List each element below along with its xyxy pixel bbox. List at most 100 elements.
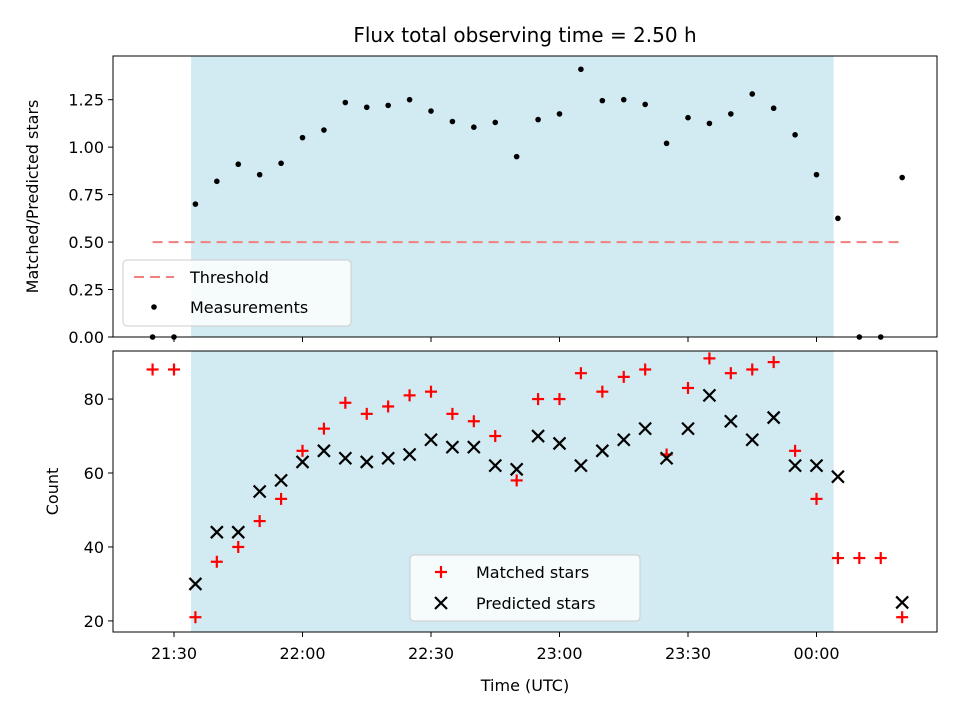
top-ytick-label: 0.25 (68, 281, 104, 300)
predicted-star-marker (424, 432, 438, 447)
x-axis-label: Time (UTC) (480, 676, 569, 695)
matched-star-marker (789, 444, 802, 457)
bottom-y-axis-label: Count (43, 468, 62, 516)
bottom-x-ticks: 21:30 22:00 22:30 23:00 23:30 00:00 (151, 632, 840, 663)
predicted-star-marker (788, 458, 802, 473)
predicted-star-marker (681, 421, 695, 436)
measurement-point (706, 120, 713, 127)
measurement-point (599, 97, 606, 104)
bottom-legend-box (409, 554, 641, 622)
measurement-point (214, 178, 220, 185)
matched-star-marker (831, 552, 844, 565)
matched-star-marker (767, 356, 780, 369)
matched-star-marker (189, 611, 202, 624)
measurement-point (321, 127, 327, 133)
legend-predicted-label: Predicted stars (476, 594, 596, 613)
top-axes-frame (112, 55, 938, 338)
predicted-star-marker (295, 455, 310, 469)
matched-star-marker (703, 352, 716, 365)
measurement-point (685, 114, 691, 121)
matched-star-marker (874, 552, 887, 565)
predicted-star-marker (402, 447, 417, 462)
top-panel: 0.00 0.25 0.50 0.75 1.00 1.25 Matched/Predict… (23, 55, 938, 347)
top-ytick-label: 1.00 (68, 138, 104, 157)
bottom-ytick-label: 40 (84, 538, 104, 557)
matched-star-points (146, 352, 909, 624)
predicted-star-marker (317, 444, 331, 458)
measurement-point (642, 101, 648, 108)
top-ytick-label: 0.50 (68, 233, 104, 252)
legend-threshold-label: Threshold (189, 268, 269, 287)
matched-star-marker (639, 363, 652, 376)
legend-matched-label: Matched stars (476, 563, 589, 582)
matched-star-marker (532, 393, 545, 406)
measurement-point (406, 96, 413, 103)
predicted-star-marker (188, 577, 203, 591)
measurement-point (235, 161, 242, 168)
predicted-star-marker (338, 451, 353, 466)
predicted-star-marker (274, 473, 288, 488)
predicted-star-marker (616, 432, 631, 447)
bottom-legend: Matched stars Predicted stars (409, 554, 641, 622)
legend-predicted-swatch (434, 596, 448, 610)
matched-star-marker (489, 430, 502, 443)
matched-star-marker (724, 367, 737, 380)
matched-star-marker (296, 444, 309, 457)
measurement-point (428, 108, 434, 114)
predicted-star-marker (702, 388, 717, 403)
measurement-point (278, 160, 284, 167)
legend-measurements-swatch (151, 304, 157, 310)
predicted-star-marker (831, 469, 845, 484)
matched-star-marker (446, 407, 459, 420)
predicted-star-marker (531, 429, 545, 443)
legend-matched-swatch (435, 566, 447, 578)
matched-star-marker (210, 555, 223, 568)
bottom-axes-frame (112, 350, 938, 633)
xtick-label: 23:00 (536, 644, 582, 663)
measurement-point (578, 66, 584, 73)
measurement-point (749, 91, 756, 97)
matched-star-marker (382, 400, 395, 413)
predicted-star-marker (745, 432, 760, 447)
top-ytick-label: 0.00 (68, 328, 104, 347)
predicted-star-marker (252, 484, 267, 499)
matched-star-marker (360, 407, 373, 420)
measurement-point (471, 124, 477, 130)
predicted-star-marker (552, 436, 567, 451)
top-ytick-label: 0.75 (68, 186, 104, 205)
measurement-point (342, 99, 349, 106)
legend-measurements-label: Measurements (190, 298, 308, 317)
bottom-ytick-label: 20 (84, 612, 104, 631)
predicted-star-marker (724, 414, 738, 429)
matched-star-marker (853, 552, 866, 565)
measurement-point (192, 201, 199, 207)
measurement-point (556, 111, 563, 117)
predicted-star-points (188, 388, 909, 610)
measurement-point (770, 105, 777, 112)
matched-star-marker (317, 422, 330, 435)
matched-star-marker (232, 540, 245, 553)
measurement-point (620, 96, 627, 103)
predicted-star-marker (231, 525, 246, 539)
matched-star-marker (746, 363, 759, 376)
measurement-point (299, 134, 306, 141)
measurement-point (663, 140, 670, 147)
predicted-star-marker (638, 421, 652, 436)
matched-star-marker (403, 389, 416, 402)
top-y-ticks: 0.00 0.25 0.50 0.75 1.00 1.25 (68, 91, 113, 347)
xtick-label: 21:30 (151, 644, 197, 663)
matched-star-marker (896, 611, 909, 624)
measurement-point (728, 111, 734, 117)
bottom-y-ticks: 20 40 60 80 (84, 390, 113, 631)
measurement-point (899, 174, 905, 181)
matched-star-marker (617, 370, 630, 383)
measurement-point (256, 171, 263, 178)
measurement-point (492, 119, 499, 126)
predicted-star-marker (445, 440, 460, 454)
predicted-star-marker (595, 444, 610, 458)
measurement-point (792, 131, 798, 138)
predicted-star-marker (359, 455, 374, 469)
chart-title: Flux total observing time = 2.50 h (353, 23, 696, 47)
